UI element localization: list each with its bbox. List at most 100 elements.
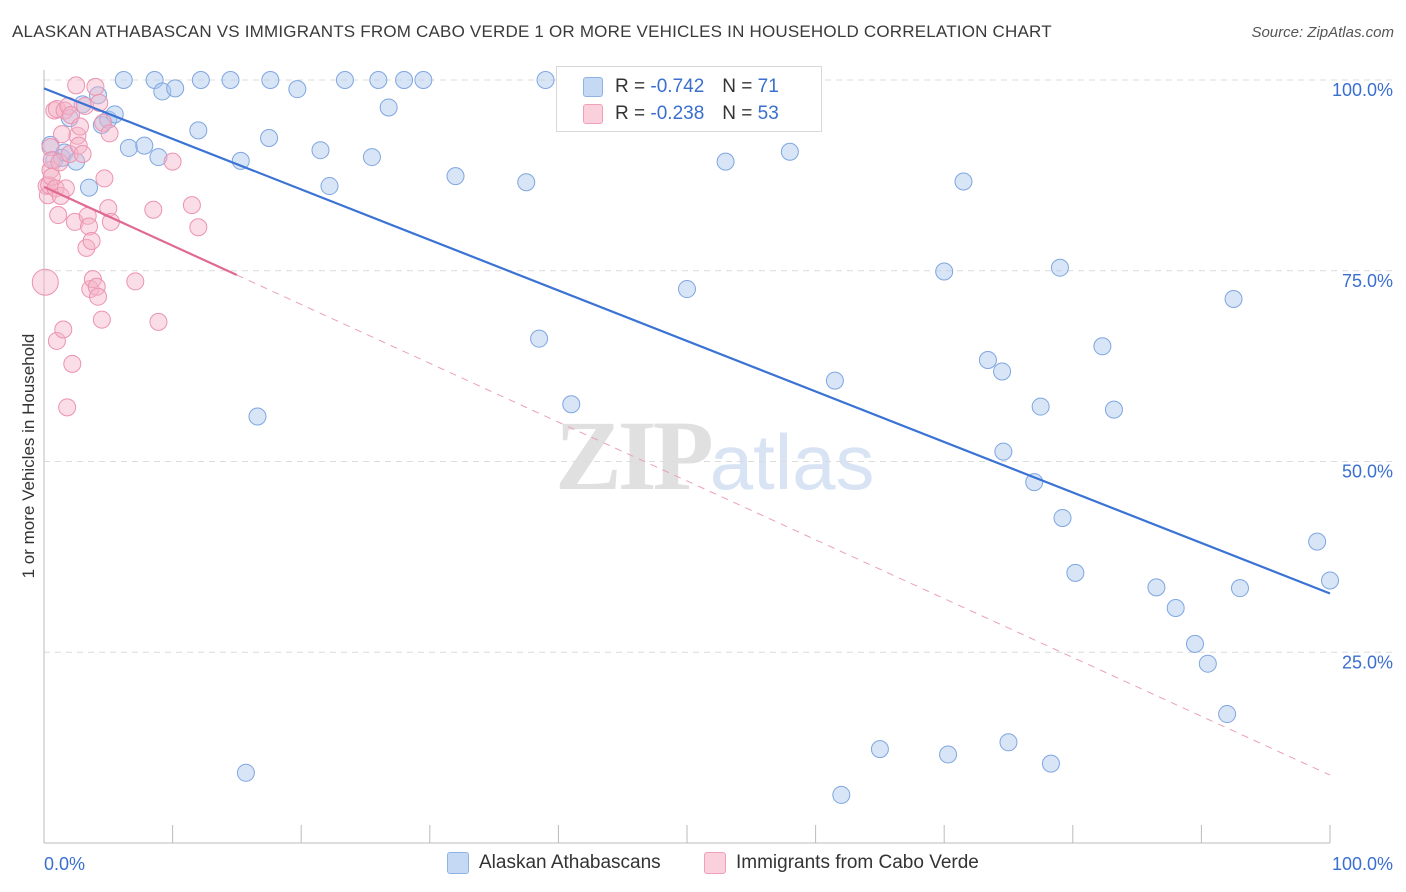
data-point-athabascan (261, 71, 280, 89)
legend-n-value: 71 (757, 76, 779, 97)
data-point-athabascan (1308, 532, 1327, 551)
data-point-athabascan (1147, 578, 1166, 597)
data-point-cabo-verde (76, 96, 95, 115)
legend-row-blue: R = -0.742 N = 71 (583, 75, 779, 99)
legend-n-label: N = (722, 76, 753, 97)
tick-labels: 25.0% 50.0% 75.0% 100.0% 0.0% 100.0% (44, 80, 1393, 874)
data-point-athabascan (149, 148, 168, 167)
legend-row-pink: R = -0.238 N = 53 (583, 102, 779, 126)
data-point-athabascan (135, 136, 154, 155)
bottom-legend-blue: Alaskan Athabascans (447, 852, 661, 874)
data-point-athabascan (825, 371, 844, 390)
data-point-athabascan (1224, 289, 1243, 308)
data-point-cabo-verde (90, 93, 109, 112)
data-point-athabascan (1104, 400, 1123, 419)
data-point-cabo-verde (94, 113, 113, 132)
data-point-cabo-verde (89, 287, 108, 306)
data-point-athabascan (993, 362, 1012, 381)
data-point-cabo-verde (47, 331, 66, 350)
trend-line-cabo-verde (43, 185, 238, 277)
y-axis-label: 1 or more Vehicles in Household (19, 334, 38, 579)
bottom-legend-label: Alaskan Athabascans (479, 852, 661, 873)
data-point-athabascan (1066, 563, 1085, 582)
y-tick-label: 50.0% (1342, 462, 1393, 482)
data-point-athabascan (119, 138, 138, 157)
data-point-athabascan (166, 79, 185, 98)
data-point-cabo-verde (87, 277, 106, 296)
correlation-legend: R = -0.742 N = 71 R = -0.238 N = 53 (556, 66, 822, 132)
data-point-cabo-verde (101, 212, 120, 231)
data-point-athabascan (1321, 571, 1339, 590)
data-point-cabo-verde (95, 169, 114, 188)
data-point-athabascan (288, 80, 307, 99)
trend-line-athabascan (43, 87, 1331, 595)
x-tick-label: 100.0% (1332, 854, 1393, 874)
data-point-cabo-verde (53, 125, 72, 144)
legend-n-label: N = (722, 103, 753, 124)
data-point-cabo-verde (163, 152, 182, 171)
data-point-athabascan (1166, 598, 1185, 617)
data-point-athabascan (562, 395, 581, 414)
data-point-athabascan (369, 71, 388, 89)
data-point-cabo-verde (42, 167, 61, 186)
data-point-athabascan (221, 71, 240, 89)
data-point-cabo-verde (92, 310, 111, 329)
data-point-athabascan (248, 407, 267, 426)
data-point-cabo-verde (54, 320, 73, 339)
data-point-athabascan (1050, 258, 1069, 277)
y-tick-label: 75.0% (1342, 271, 1393, 291)
data-point-athabascan (1218, 705, 1237, 724)
data-point-athabascan (1031, 397, 1050, 416)
series-alaskan-athabascans (41, 71, 1339, 804)
trend-lines (43, 87, 1331, 776)
data-point-cabo-verde (49, 206, 68, 225)
data-point-cabo-verde (86, 77, 105, 96)
data-point-athabascan (114, 71, 133, 89)
legend-r-value: -0.238 (650, 103, 705, 124)
data-point-athabascan (189, 121, 208, 140)
data-point-athabascan (379, 98, 398, 117)
data-point-athabascan (1093, 337, 1112, 356)
data-point-athabascan (536, 71, 555, 89)
data-point-cabo-verde (126, 272, 145, 291)
data-point-cabo-verde (149, 312, 168, 331)
data-point-athabascan (1053, 508, 1072, 527)
data-point-athabascan (191, 71, 210, 89)
data-point-athabascan (517, 173, 536, 192)
x-tick-label: 0.0% (44, 854, 85, 874)
trend-line-cabo-verde-extension (236, 274, 1331, 776)
data-point-athabascan (335, 71, 354, 89)
legend-swatch-pink (583, 104, 603, 124)
legend-swatch-blue (583, 77, 603, 97)
legend-r-value: -0.742 (650, 76, 705, 97)
bottom-legend-swatch-blue (447, 852, 469, 874)
data-point-athabascan (320, 177, 339, 196)
bottom-legend-pink: Immigrants from Cabo Verde (704, 852, 979, 874)
data-point-athabascan (80, 178, 99, 197)
data-point-athabascan (716, 152, 735, 171)
series-immigrants-cabo-verde (31, 76, 208, 417)
data-point-cabo-verde (41, 161, 60, 180)
data-point-cabo-verde (58, 398, 77, 417)
data-point-cabo-verde (63, 354, 82, 373)
legend-r-label: R = (615, 103, 646, 124)
data-point-athabascan (1041, 754, 1060, 773)
data-point-cabo-verde (71, 117, 90, 136)
data-point-athabascan (260, 128, 279, 147)
data-point-cabo-verde (69, 136, 88, 155)
bottom-legend-label: Immigrants from Cabo Verde (736, 852, 979, 873)
data-point-athabascan (395, 71, 414, 89)
chart-title: ALASKAN ATHABASCAN VS IMMIGRANTS FROM CA… (12, 22, 1052, 41)
data-point-athabascan (446, 167, 465, 186)
data-point-athabascan (1198, 654, 1217, 673)
data-point-athabascan (780, 142, 799, 161)
data-point-athabascan (1185, 634, 1204, 653)
data-point-athabascan (678, 280, 696, 299)
data-point-cabo-verde (41, 138, 60, 157)
data-point-athabascan (939, 745, 958, 764)
data-point-cabo-verde (82, 231, 101, 250)
data-point-cabo-verde (182, 196, 201, 215)
bottom-legend-swatch-pink (704, 852, 726, 874)
data-point-cabo-verde (67, 76, 86, 95)
